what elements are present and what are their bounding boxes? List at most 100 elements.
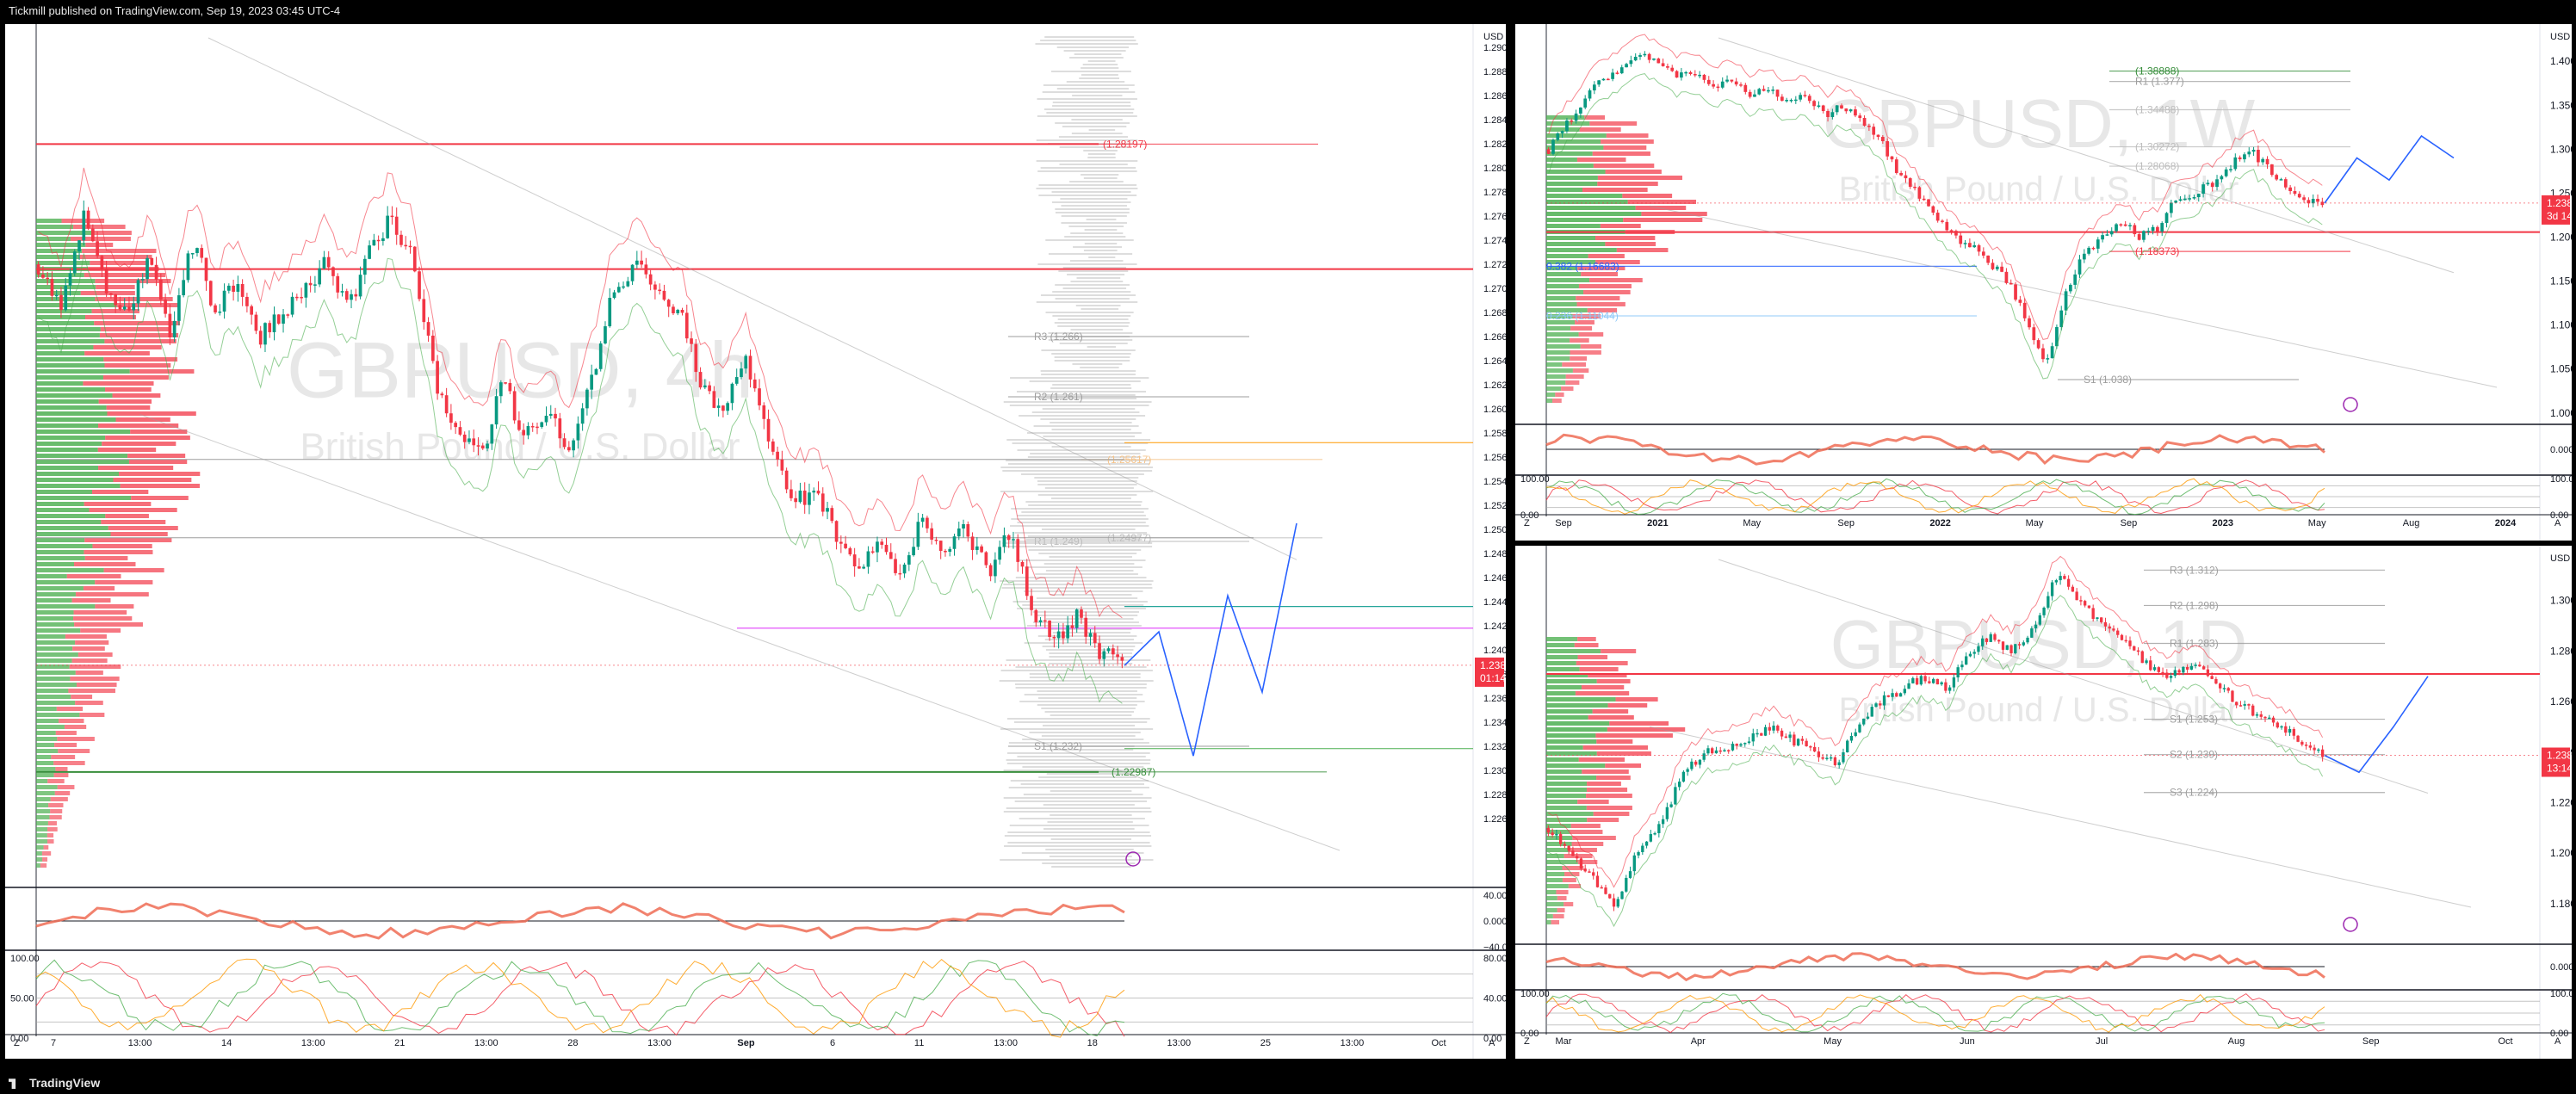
profile-sell-bar <box>1578 332 1604 337</box>
candle-body <box>2100 617 2103 622</box>
candle-body <box>1686 769 1689 772</box>
profile-grey-bar <box>1030 453 1141 454</box>
candle-body <box>1854 732 1857 737</box>
supertrend-lower <box>38 253 1123 704</box>
candle-body <box>1793 734 1796 746</box>
candle-body <box>2014 644 2017 653</box>
profile-buy-bar <box>1546 326 1571 331</box>
profile-buy-bar <box>1546 920 1551 924</box>
profile-sell-bar <box>105 514 149 518</box>
chart-panel-1d[interactable]: GBPUSD, 1D British Pound / U.S. Dollar 1.3… <box>1515 546 2572 1059</box>
profile-grey-bar <box>1011 518 1149 520</box>
stoch-tick-label: 100.00 <box>2550 474 2572 485</box>
candle-body <box>426 322 430 336</box>
candle-body <box>630 264 635 281</box>
candle-body <box>2215 179 2219 188</box>
candle-body <box>721 405 725 411</box>
candle-body <box>698 372 703 388</box>
profile-grey-bar <box>1052 632 1131 634</box>
price-tick-label: 1.27400 <box>1483 236 1506 246</box>
profile-grey-bar <box>1051 866 1131 868</box>
profile-buy-bar <box>1546 170 1606 174</box>
tradingview-logo[interactable]: TradingView <box>9 1072 100 1094</box>
candle-body <box>912 547 915 556</box>
profile-sell-bar <box>1583 290 1631 294</box>
price-tick-label: 1.24200 <box>1483 621 1506 632</box>
candle-body <box>708 385 711 392</box>
candle-body <box>616 287 621 293</box>
candle-body <box>771 441 775 452</box>
candle-body <box>1997 640 2001 642</box>
profile-sell-bar <box>50 809 63 813</box>
profile-sell-bar <box>1597 182 1658 186</box>
chart-panel-1w[interactable]: GBPUSD, 1W British Pound / U.S. Dollar 1.4… <box>1515 24 2572 541</box>
candle-body <box>694 343 698 373</box>
profile-buy-bar <box>36 273 84 277</box>
candle-body <box>1753 94 1756 97</box>
zoom-tool-button: Z <box>1524 518 1530 528</box>
profile-sell-bar <box>47 779 65 783</box>
candle-body <box>2174 201 2178 203</box>
candle-body <box>902 564 907 574</box>
profile-sell-bar <box>1581 272 1619 276</box>
profile-buy-bar <box>36 550 84 554</box>
stoch-left-label: 50.00 <box>10 994 34 1004</box>
chart-panel-4h[interactable]: GBPUSD, 4h British Pound / U.S. Dollar 1.2… <box>5 24 1506 1059</box>
candle-body <box>2028 318 2031 328</box>
profile-buy-bar <box>36 466 99 470</box>
candle-body <box>394 216 399 235</box>
candle-body <box>966 524 970 537</box>
candle-body <box>1870 707 1873 717</box>
profile-grey-bar <box>1057 318 1129 320</box>
candle-body <box>988 565 993 577</box>
profile-sell-bar <box>80 628 121 633</box>
profile-grey-bar <box>1010 377 1149 379</box>
profile-buy-bar <box>1546 673 1588 677</box>
profile-buy-bar <box>36 562 74 566</box>
profile-buy-bar <box>1546 206 1636 210</box>
candle-body <box>1637 851 1640 856</box>
candle-body <box>2261 158 2265 163</box>
profile-sell-bar <box>116 303 178 307</box>
profile-sell-bar <box>131 496 189 500</box>
candle-body <box>240 284 245 297</box>
candle-body <box>1052 637 1056 639</box>
candle-body <box>436 361 439 394</box>
profile-grey-bar <box>1045 618 1134 620</box>
profile-sell-bar <box>108 526 178 530</box>
profile-grey-bar <box>1017 515 1146 516</box>
candle-body <box>2152 667 2157 671</box>
candle-body <box>2280 726 2283 728</box>
profile-buy-bar <box>1546 338 1570 343</box>
candle-body <box>1867 126 1871 127</box>
candle-body <box>272 314 276 332</box>
candle-body <box>2169 202 2173 213</box>
candle-body <box>662 290 666 300</box>
candle-body <box>1917 187 1922 199</box>
candle-body <box>50 278 54 296</box>
profile-buy-bar <box>1546 284 1579 288</box>
candle-body <box>1111 648 1115 655</box>
candle-body <box>2259 714 2263 717</box>
candles <box>1546 51 2325 364</box>
profile-sell-bar <box>102 442 176 446</box>
watermark-symbol: GBPUSD, 4h <box>287 326 753 414</box>
candle-body <box>1821 105 1825 112</box>
candle-body <box>2096 239 2100 249</box>
profile-sell-bar <box>98 466 174 470</box>
candle-body <box>1817 751 1821 757</box>
candle-body <box>1923 676 1927 682</box>
profile-sell-bar <box>112 393 161 398</box>
candle-body <box>2284 726 2288 733</box>
candle-body <box>1633 56 1638 61</box>
profile-buy-bar <box>36 538 85 542</box>
candle-body <box>368 245 371 259</box>
profile-buy-bar <box>1546 715 1588 720</box>
profile-buy-bar <box>36 616 74 621</box>
candle-body <box>876 541 879 553</box>
candle-body <box>2235 702 2239 706</box>
candle-body <box>2119 224 2123 226</box>
profile-grey-bar <box>1062 267 1126 269</box>
profile-grey-bar <box>1038 776 1137 778</box>
candle-body <box>2018 300 2022 303</box>
